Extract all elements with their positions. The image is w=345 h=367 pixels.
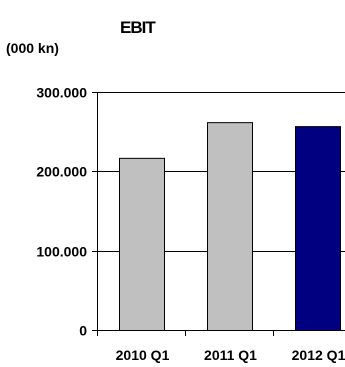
chart-title: EBIT — [120, 18, 156, 37]
y-tick-label: 300.000 — [36, 85, 87, 101]
y-tick-label: 200.000 — [36, 164, 87, 180]
y-tick-label: 0 — [79, 323, 87, 339]
bar — [295, 126, 341, 332]
x-tick-label: 2012 Q1 — [292, 347, 345, 363]
chart-unit-label: (000 kn) — [6, 40, 59, 56]
bar — [207, 122, 253, 331]
y-tick-label: 100.000 — [36, 244, 87, 260]
x-tick-label: 2010 Q1 — [116, 347, 170, 363]
x-tick-label: 2011 Q1 — [204, 347, 257, 363]
bar — [119, 157, 165, 331]
